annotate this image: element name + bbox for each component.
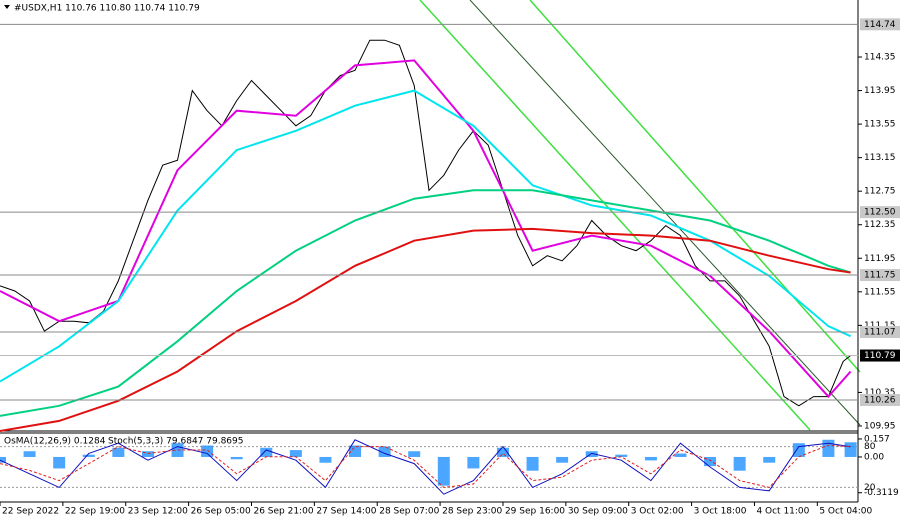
channel-line: [419, 0, 811, 431]
osma-bar: [585, 451, 598, 457]
osma-bar: [141, 451, 154, 457]
osma-bar: [704, 456, 717, 467]
x-tick-label: 30 Sep 09:00: [568, 507, 628, 517]
osma-bar: [496, 447, 509, 457]
y-tick-label: 0.157: [864, 434, 890, 444]
x-tick-label: 23 Sep 12:00: [128, 507, 188, 517]
osma-bar: [644, 456, 657, 461]
x-tick-label: 26 Sep 05:00: [191, 507, 251, 517]
y-tick-label: 109.95: [864, 421, 896, 431]
y-tick-label: -0.3119: [864, 488, 899, 498]
x-tick-label: 4 Oct 11:00: [756, 507, 809, 517]
level-label-bg: [860, 18, 900, 31]
osma-bar: [792, 443, 805, 457]
x-tick-label: 3 Oct 02:00: [631, 507, 684, 517]
osma-bar: [556, 456, 569, 463]
y-tick-label: 113.95: [864, 86, 896, 96]
osma-bar: [349, 445, 362, 457]
osma-bar: [53, 456, 66, 469]
y-tick-label: 113.55: [864, 120, 896, 130]
osma-bar: [230, 456, 243, 460]
y2-tick-label: 80: [864, 442, 876, 452]
x-tick-label: 28 Sep 23:00: [442, 507, 502, 517]
x-tick-label: 3 Oct 18:00: [694, 507, 747, 517]
osma-bar: [526, 456, 539, 471]
price-line: [0, 89, 852, 383]
osma-bar: [23, 451, 36, 457]
x-tick-label: 22 Sep 19:00: [65, 507, 125, 517]
x-tick-label: 26 Sep 21:00: [253, 507, 313, 517]
stoch-line: [0, 444, 851, 488]
y-tick-label: 111.55: [864, 287, 896, 297]
level-label: 111.75: [864, 271, 896, 281]
x-tick-label: 27 Sep 14:00: [316, 507, 376, 517]
level-label: 112.50: [864, 208, 896, 218]
stoch-line: [0, 439, 851, 495]
indicator-label: Stoch(5,3,3) 79.6847 79.8695: [108, 437, 243, 447]
channel-line: [529, 0, 861, 373]
y-tick-label: 0.00: [864, 452, 884, 462]
price-line: [0, 189, 851, 417]
osma-bar: [82, 454, 95, 457]
x-tick-label: 22 Sep 2022: [2, 507, 59, 517]
osma-bar: [112, 447, 125, 457]
osma-bar: [408, 451, 421, 457]
y-tick-label: 112.35: [864, 220, 896, 230]
dropdown-arrow[interactable]: [4, 5, 10, 9]
x-tick-label: 5 Oct 04:00: [819, 507, 872, 517]
y-tick-label: 114.35: [864, 53, 896, 63]
osma-bar: [467, 456, 480, 469]
y-tick-label: 110.35: [864, 388, 896, 398]
osma-bar: [0, 456, 6, 463]
level-label-bg: [860, 326, 900, 339]
level-label: 111.07: [864, 328, 896, 338]
y-tick-label: 111.15: [864, 321, 896, 331]
y2-tick-label: 20: [864, 483, 876, 493]
level-label-bg: [860, 206, 900, 219]
price-line: [0, 227, 851, 432]
last-price-bg: [860, 349, 900, 362]
osma-bar: [733, 456, 746, 471]
osma-bar: [437, 456, 450, 486]
osma-bar: [674, 453, 687, 457]
osma-bar: [763, 456, 776, 463]
level-label-bg: [860, 269, 900, 282]
osma-bar: [260, 447, 273, 457]
osma-bar: [201, 445, 214, 457]
last-price-label: 110.79: [864, 351, 896, 361]
osma-bar: [615, 454, 628, 457]
y-tick-label: 112.75: [864, 187, 896, 197]
level-label: 114.74: [864, 20, 896, 30]
indicator-label: OsMA(12,26,9) 0.1284: [4, 437, 106, 447]
y-tick-label: 111.95: [864, 254, 896, 264]
osma-bar: [289, 450, 302, 457]
symbol-header: #USDX,H1 110.76 110.80 110.74 110.79: [14, 4, 200, 14]
level-label-bg: [860, 393, 900, 406]
osma-bar: [844, 442, 857, 457]
level-label: 110.26: [864, 395, 896, 405]
x-tick-label: 29 Sep 16:00: [505, 507, 565, 517]
osma-bar: [378, 446, 391, 457]
y-tick-label: 113.15: [864, 153, 896, 163]
osma-bar: [319, 456, 332, 463]
x-tick-label: 28 Sep 07:00: [379, 507, 439, 517]
price-line: [0, 59, 852, 399]
osma-bar: [822, 439, 835, 457]
